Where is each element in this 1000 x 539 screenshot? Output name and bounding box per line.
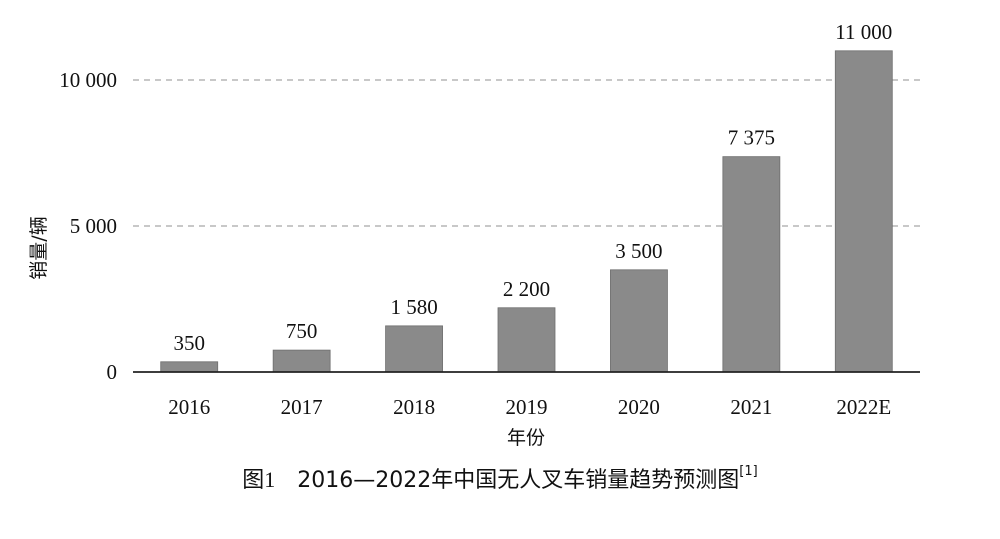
- y-tick-labels: 0 5 000 10 000: [59, 68, 117, 384]
- y-tick-10000: 10 000: [59, 68, 117, 92]
- data-label-2018: 1 580: [390, 295, 437, 319]
- bar-2018: [385, 325, 443, 373]
- figure-number: 图1: [242, 467, 276, 492]
- bar-2017: [272, 349, 331, 373]
- caption-text: 2016—2022年中国无人叉车销量趋势预测图: [297, 468, 740, 493]
- x-tick-2020: 2020: [618, 395, 660, 419]
- grid-lines: [133, 79, 920, 227]
- data-labels: 350 750 1 580 2 200 3 500 7 375 11 000: [173, 20, 892, 355]
- y-tick-0: 0: [107, 360, 118, 384]
- x-tick-2022e: 2022E: [836, 395, 891, 419]
- x-tick-2017: 2017: [281, 395, 323, 419]
- bars: [160, 50, 893, 373]
- x-tick-2018: 2018: [393, 395, 435, 419]
- bar-2021: [722, 156, 781, 373]
- x-tick-2016: 2016: [168, 395, 210, 419]
- x-tick-2021: 2021: [730, 395, 772, 419]
- data-label-2016: 350: [173, 331, 205, 355]
- data-label-2017: 750: [286, 319, 318, 343]
- data-label-2019: 2 200: [503, 277, 550, 301]
- data-label-2021: 7 375: [728, 126, 775, 150]
- caption-reference: [1]: [739, 463, 758, 479]
- data-label-2020: 3 500: [615, 239, 662, 263]
- bar-2020: [610, 269, 668, 373]
- bar-2022e: [834, 50, 893, 373]
- x-axis-title: 年份: [507, 427, 545, 449]
- x-tick-labels: 2016 2017 2018 2019 2020 2021 2022E: [168, 395, 891, 419]
- x-tick-2019: 2019: [506, 395, 548, 419]
- y-axis-title: 销量/辆: [28, 216, 50, 279]
- figure-caption: 图1 2016—2022年中国无人叉车销量趋势预测图[1]: [0, 462, 1000, 494]
- bar-2016: [160, 361, 219, 373]
- data-label-2022e: 11 000: [835, 20, 892, 44]
- bar-2019: [497, 307, 556, 373]
- y-tick-5000: 5 000: [70, 214, 117, 238]
